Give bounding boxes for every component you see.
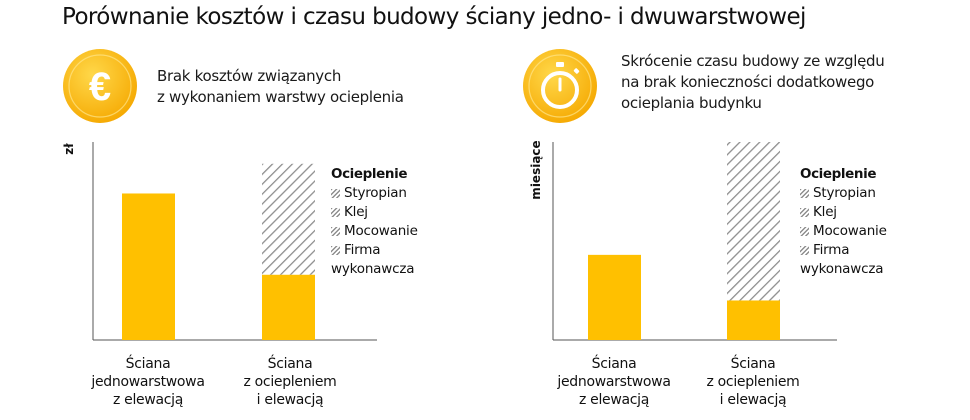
legend-item-label: Firma	[344, 242, 381, 258]
legend-item: Firma wykonawcza	[800, 241, 887, 279]
category-label-line: jednowarstwowa	[557, 374, 671, 390]
category-label: Ściana z ociepleniem i elewacją	[673, 355, 833, 409]
hatch-swatch-icon	[800, 227, 809, 236]
category-label: Ściana jednowarstwowa z elewacją	[68, 355, 228, 409]
benefit-line: Brak kosztów związanych	[157, 67, 342, 85]
legend-item: Styropian	[800, 184, 887, 203]
category-label-line: Ściana	[730, 356, 776, 372]
benefit-text-cost: Brak kosztów związanych z wykonaniem war…	[157, 66, 404, 108]
benefit-line: Skrócenie czasu budowy ze względu	[621, 52, 885, 70]
legend-title: Ocieplenie	[331, 166, 408, 182]
legend-item-label: Styropian	[344, 185, 407, 201]
category-label-line: Ściana	[125, 356, 171, 372]
category-label-line: z elewacją	[112, 392, 184, 408]
hatch-swatch-icon	[800, 189, 809, 198]
category-label-line: i elewacją	[719, 392, 787, 408]
y-axis-label: miesiące	[529, 140, 543, 199]
benefit-line: z wykonaniem warstwy ocieplenia	[157, 88, 404, 106]
legend: Ocieplenie Styropian Klej Mocowanie Firma wyk…	[800, 165, 887, 279]
svg-text:€: €	[89, 65, 111, 109]
category-label: Ściana z ociepleniem i elewacją	[210, 355, 370, 409]
benefit-line: na brak konieczności dodatkowego	[621, 73, 875, 91]
category-label-line: jednowarstwowa	[91, 374, 205, 390]
page-title: Porównanie kosztów i czasu budowy ściany…	[62, 4, 806, 30]
hatch-swatch-icon	[331, 189, 340, 198]
bar-wall-segment	[727, 300, 780, 340]
legend-item: Klej	[800, 203, 887, 222]
legend-item-label: Klej	[813, 204, 837, 220]
legend-item-label: Mocowanie	[813, 223, 887, 239]
category-label-line: Ściana	[591, 356, 637, 372]
y-axis-label: zł	[62, 143, 76, 155]
legend-item: Klej	[331, 203, 418, 222]
euro-coin-icon: €	[62, 48, 138, 124]
legend-item: Styropian	[331, 184, 418, 203]
bar-insulation-segment	[727, 142, 780, 301]
legend-item-label: wykonawcza	[800, 261, 884, 277]
legend-item: Mocowanie	[331, 222, 418, 241]
category-label-line: Ściana	[267, 356, 313, 372]
category-label-line: i elewacją	[256, 392, 324, 408]
bar-insulation-segment	[262, 163, 315, 275]
category-label-line: z ociepleniem	[706, 374, 800, 390]
benefit-text-time: Skrócenie czasu budowy ze względu na bra…	[621, 51, 885, 114]
bar-wall-segment	[262, 274, 315, 340]
hatch-swatch-icon	[331, 208, 340, 217]
hatch-swatch-icon	[800, 246, 809, 255]
stopwatch-icon	[522, 48, 598, 124]
chart-1: zł	[62, 142, 377, 341]
benefit-line: ocieplania budynku	[621, 94, 762, 112]
legend-item-label: Klej	[344, 204, 368, 220]
legend-item-label: Mocowanie	[344, 223, 418, 239]
legend-item: Firma wykonawcza	[331, 241, 418, 279]
hatch-swatch-icon	[331, 227, 340, 236]
hatch-swatch-icon	[331, 246, 340, 255]
legend-title: Ocieplenie	[800, 166, 877, 182]
bar-wall-segment	[122, 193, 175, 340]
category-label-line: z ociepleniem	[243, 374, 337, 390]
legend-item-label: Firma	[813, 242, 850, 258]
legend-item-label: Styropian	[813, 185, 876, 201]
chart-2: miesiące	[529, 140, 837, 341]
legend-item-label: wykonawcza	[331, 261, 415, 277]
bar-wall-segment	[588, 254, 641, 340]
category-label: Ściana jednowarstwowa z elewacją	[534, 355, 694, 409]
legend: Ocieplenie Styropian Klej Mocowanie Firma wyk…	[331, 165, 418, 279]
hatch-swatch-icon	[800, 208, 809, 217]
legend-item: Mocowanie	[800, 222, 887, 241]
category-label-line: z elewacją	[578, 392, 650, 408]
